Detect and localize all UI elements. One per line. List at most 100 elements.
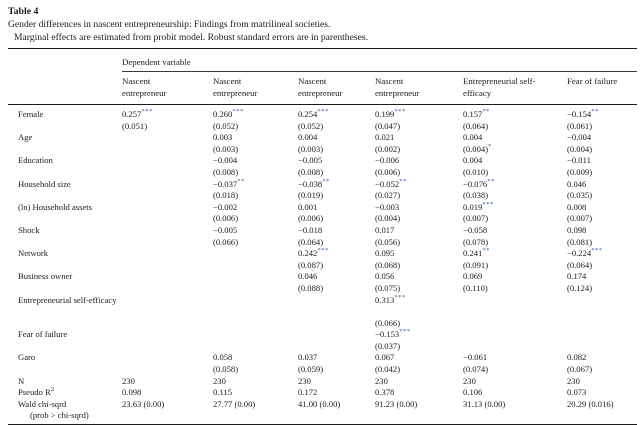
dependent-variable-spanner: Dependent variable	[122, 49, 638, 72]
row-label: N	[18, 375, 25, 386]
data-cell: 23.63 (0.00)	[122, 399, 213, 422]
data-cell: 0.098 (0.081)	[567, 225, 637, 248]
data-cell: 0.260*** (0.052)	[213, 105, 298, 133]
data-cell: −0.004 (0.004)	[567, 132, 637, 155]
coefficient-value: −0.153***	[375, 328, 411, 340]
data-cell: 20.29 (0.016)	[567, 399, 637, 422]
row-label: Business owner	[18, 271, 73, 282]
data-cell: 230	[567, 376, 637, 388]
coefficient-value: 0.172	[298, 387, 318, 398]
data-cell: 27.77 (0.00)	[213, 399, 298, 422]
standard-error: (0.052)	[298, 120, 324, 131]
coefficient-value: 0.098	[567, 224, 587, 235]
table-row: Education −0.004 (0.008) −0.005 (0.008) −0.00…	[8, 155, 637, 178]
coefficient-value: 23.63 (0.00)	[122, 398, 165, 409]
standard-error: (0.064)	[463, 120, 489, 131]
data-cell	[213, 248, 298, 271]
data-cell	[213, 329, 298, 352]
row-label: Education	[18, 155, 53, 166]
table-label: Table 4	[8, 6, 39, 17]
coefficient-value: 0.254***	[298, 108, 329, 119]
row-label: (ln) Household assets	[18, 201, 92, 212]
data-cell	[122, 295, 213, 330]
data-cell: 0.157** (0.064)	[463, 105, 567, 133]
data-cell: 0.241** (0.091)	[463, 247, 567, 271]
significance-stars: **	[482, 247, 490, 255]
standard-error: (0.052)	[213, 120, 239, 131]
significance-stars: ***	[317, 108, 329, 116]
standard-error: (0.124)	[567, 282, 593, 293]
data-cell: −0.018 (0.064)	[298, 225, 375, 248]
standard-error: (0.009)	[567, 166, 593, 177]
coefficient-value: 0.174	[567, 271, 587, 282]
coefficient-value: 0.115	[213, 387, 233, 398]
coefficient-value: 0.082	[567, 352, 587, 363]
coefficient-value: −0.038**	[298, 177, 330, 189]
coefficient-value: 230	[298, 375, 311, 386]
significance-stars: **	[399, 177, 407, 185]
standard-error: (0.008)	[213, 166, 239, 177]
coefficient-value: −0.006	[375, 155, 400, 166]
standard-error: (0.018)	[213, 190, 239, 201]
data-cell: 230	[463, 376, 567, 388]
table-row: Garo 0.058 (0.058) 0.037 (0.059) 0.067 (0.042)…	[8, 352, 637, 375]
row-label: Garo	[18, 352, 36, 363]
column-header: Nascent entrepreneur	[122, 71, 213, 105]
coefficient-value: 0.157**	[463, 108, 490, 119]
standard-error: (0.002)	[375, 143, 401, 154]
standard-error: (0.066)	[375, 317, 401, 328]
data-cell: 0.067 (0.042)	[375, 352, 463, 375]
coefficient-value: 0.004	[298, 132, 318, 143]
data-cell: 0.257*** (0.051)	[122, 105, 213, 133]
coefficient-value: 0.095	[375, 248, 395, 259]
standard-error: (0.004)	[375, 213, 401, 224]
standard-error: (0.008)	[298, 166, 324, 177]
significance-stars: ***	[591, 247, 603, 255]
standard-error: (0.006)	[298, 213, 324, 224]
standard-error: (0.006)	[213, 213, 239, 224]
data-cell: 0.017 (0.056)	[375, 225, 463, 248]
data-cell: −0.006 (0.006)	[375, 155, 463, 178]
coefficient-value: 27.77 (0.00)	[213, 398, 256, 409]
coefficient-value: −0.076**	[463, 177, 495, 189]
coefficient-value: 230	[463, 375, 476, 386]
coefficient-value: 0.199***	[375, 108, 406, 119]
coefficient-value: 0.017	[375, 224, 395, 235]
standard-error: (0.003)	[298, 143, 324, 154]
data-cell: 0.046 (0.035)	[567, 179, 637, 202]
corner-cell	[8, 49, 122, 72]
standard-error: (0.003)	[213, 143, 239, 154]
table-caption-block: Table 4 Gender differences in nascent en…	[8, 5, 637, 49]
data-cell: 0.037 (0.059)	[298, 352, 375, 375]
table-row: Entrepreneurial self-efficacy 0.313*** (0.…	[8, 294, 637, 330]
data-cell: −0.058 (0.078)	[463, 225, 567, 248]
data-cell: 0.003 (0.003)	[213, 132, 298, 155]
row-label-header	[8, 71, 122, 105]
standard-error: (0.078)	[463, 236, 489, 247]
row-label: Entrepreneurial self-efficacy	[18, 294, 117, 305]
data-cell: 230	[122, 376, 213, 388]
data-cell: −0.038** (0.019)	[298, 177, 375, 202]
standard-error: (0.019)	[298, 190, 324, 201]
coefficient-value: −0.037**	[213, 177, 245, 189]
coefficient-value: 0.241**	[463, 247, 490, 259]
standard-error: (0.006)	[375, 166, 401, 177]
data-cell	[213, 271, 298, 294]
data-cell	[213, 295, 298, 330]
coefficient-value: −0.003	[375, 201, 400, 212]
data-cell: 91.23 (0.00)	[375, 399, 463, 422]
data-cell: 230	[375, 376, 463, 388]
data-cell: 0.056 (0.075)	[375, 271, 463, 294]
significance-stars: *	[488, 142, 492, 150]
data-cell: 0.174 (0.124)	[567, 271, 637, 294]
coefficient-value: 41.00 (0.00)	[298, 398, 341, 409]
standard-error: (0.027)	[375, 190, 401, 201]
data-cell: 0.378	[375, 387, 463, 399]
standard-error: (0.074)	[463, 364, 489, 375]
data-cell	[122, 225, 213, 248]
coefficient-value: 0.378	[375, 387, 395, 398]
standard-error: (0.061)	[567, 120, 593, 131]
standard-error: (0.010)	[463, 166, 489, 177]
table-caption: Gender differences in nascent entreprene…	[8, 19, 331, 30]
column-header: Nascent entrepreneur	[213, 71, 298, 105]
